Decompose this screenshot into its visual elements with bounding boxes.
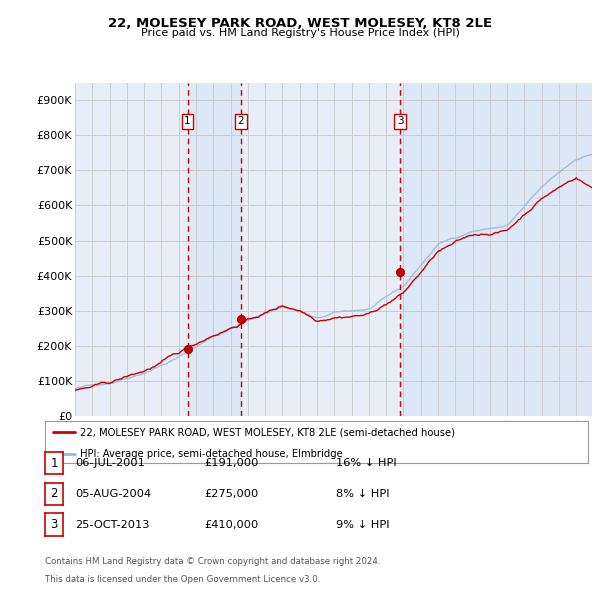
Text: 22, MOLESEY PARK ROAD, WEST MOLESEY, KT8 2LE: 22, MOLESEY PARK ROAD, WEST MOLESEY, KT8…	[108, 17, 492, 30]
Text: 2: 2	[238, 116, 244, 126]
Text: 22, MOLESEY PARK ROAD, WEST MOLESEY, KT8 2LE (semi-detached house): 22, MOLESEY PARK ROAD, WEST MOLESEY, KT8…	[80, 427, 455, 437]
Bar	[188, 83, 241, 416]
Text: 1: 1	[184, 116, 191, 126]
Text: This data is licensed under the Open Government Licence v3.0.: This data is licensed under the Open Gov…	[45, 575, 320, 584]
Text: 25-OCT-2013: 25-OCT-2013	[75, 520, 149, 529]
Text: Contains HM Land Registry data © Crown copyright and database right 2024.: Contains HM Land Registry data © Crown c…	[45, 558, 380, 566]
Text: 1: 1	[50, 457, 58, 470]
Text: 2: 2	[50, 487, 58, 500]
Text: £275,000: £275,000	[204, 489, 258, 499]
Text: 06-JUL-2001: 06-JUL-2001	[75, 458, 145, 468]
Text: 3: 3	[50, 518, 58, 531]
Text: Price paid vs. HM Land Registry's House Price Index (HPI): Price paid vs. HM Land Registry's House …	[140, 28, 460, 38]
Text: 16% ↓ HPI: 16% ↓ HPI	[336, 458, 397, 468]
Text: £191,000: £191,000	[204, 458, 259, 468]
Text: HPI: Average price, semi-detached house, Elmbridge: HPI: Average price, semi-detached house,…	[80, 449, 343, 459]
Text: 8% ↓ HPI: 8% ↓ HPI	[336, 489, 389, 499]
Text: 9% ↓ HPI: 9% ↓ HPI	[336, 520, 389, 529]
Bar	[400, 83, 593, 416]
Text: £410,000: £410,000	[204, 520, 258, 529]
Text: 05-AUG-2004: 05-AUG-2004	[75, 489, 151, 499]
Text: 3: 3	[397, 116, 404, 126]
